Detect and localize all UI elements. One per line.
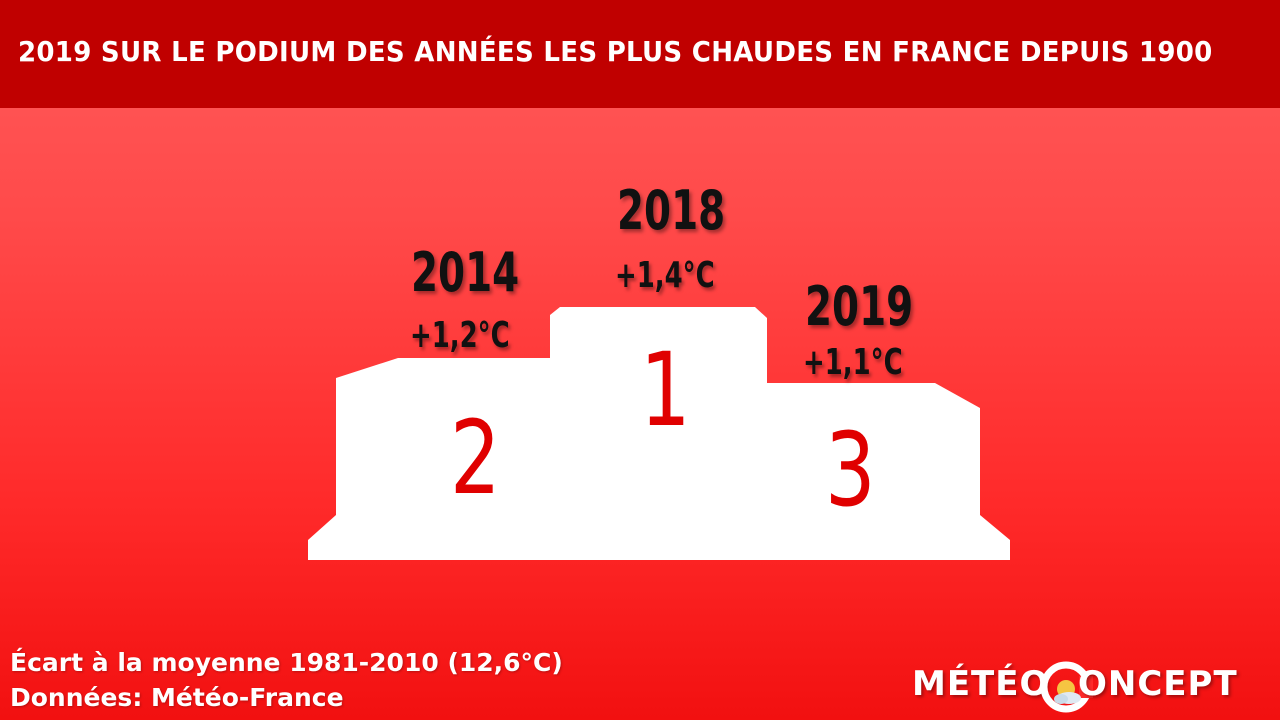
meteo-concept-logo: MÉTÉO ONCEPT — [912, 661, 1252, 714]
year-second: 2014 — [411, 241, 520, 304]
podium-block-second — [336, 358, 552, 515]
anomaly-second: +1,2°C — [410, 315, 510, 356]
rank-second: 2 — [450, 399, 501, 518]
podium-block-first — [550, 307, 767, 515]
header-banner: 2019 SUR LE PODIUM DES ANNÉES LES PLUS C… — [0, 0, 1280, 108]
logo-text-left: MÉTÉO — [912, 664, 1050, 704]
page-title: 2019 SUR LE PODIUM DES ANNÉES LES PLUS C… — [18, 35, 1213, 68]
rank-first: 1 — [640, 331, 691, 450]
podium-block-third — [765, 383, 980, 515]
anomaly-first: +1,4°C — [615, 255, 715, 296]
sun-cloud-icon — [1040, 661, 1093, 713]
footer-baseline-note: Écart à la moyenne 1981-2010 (12,6°C) — [10, 648, 563, 677]
logo-text-right: ONCEPT — [1078, 664, 1238, 704]
podium-base — [308, 515, 1010, 560]
anomaly-third: +1,1°C — [803, 342, 903, 383]
footer-source: Données: Météo-France — [10, 683, 344, 712]
year-first: 2018 — [617, 179, 726, 242]
rank-third: 3 — [825, 411, 876, 530]
year-third: 2019 — [805, 275, 914, 338]
